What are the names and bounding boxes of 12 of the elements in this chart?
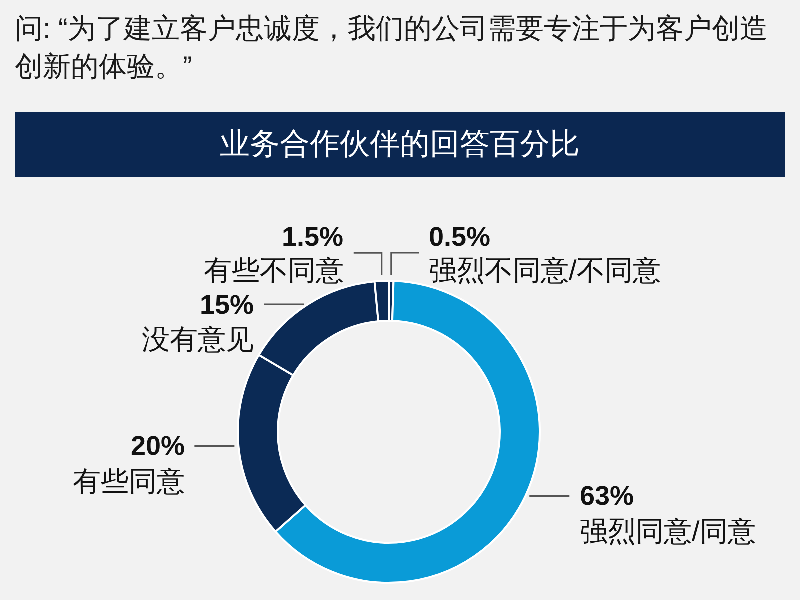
slice-label: 有些不同意 <box>204 255 344 286</box>
slice-label: 强烈不同意/不同意 <box>429 255 661 286</box>
slice-label: 没有意见 <box>142 324 254 355</box>
data-label: 1.5% <box>282 222 344 252</box>
data-label: 15% <box>200 290 254 320</box>
slice-label: 有些同意 <box>73 466 185 497</box>
data-label: 0.5% <box>429 222 491 252</box>
data-label: 20% <box>131 431 186 461</box>
chart-title: 问: “为了建立客户忠诚度，我们的公司需要专注于为客户创造创新的体验。” <box>15 12 769 84</box>
chart-subtitle: 业务合作伙伴的回答百分比 <box>15 112 785 177</box>
data-label: 63% <box>580 481 634 511</box>
slice-label: 强烈同意/同意 <box>580 516 756 547</box>
